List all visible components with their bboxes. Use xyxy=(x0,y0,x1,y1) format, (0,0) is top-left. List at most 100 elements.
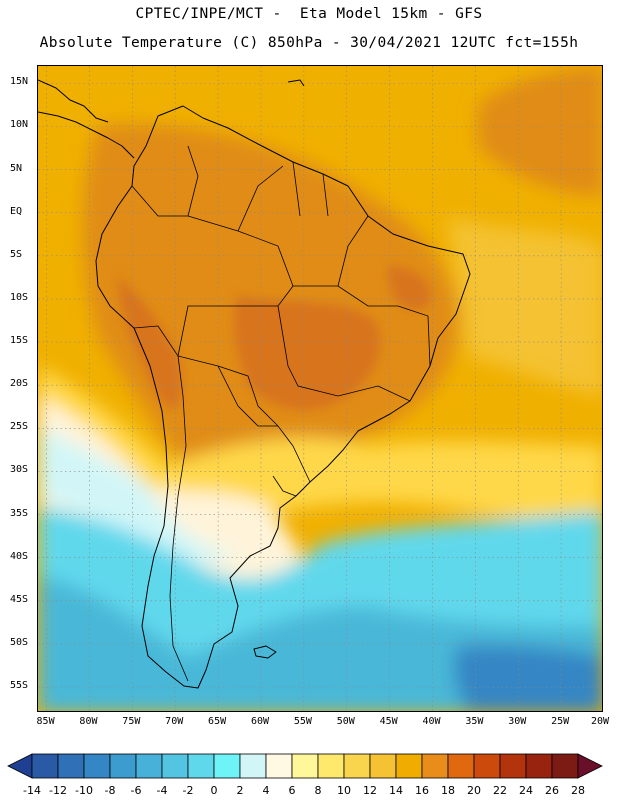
longitude-label: 50W xyxy=(336,716,355,727)
latitude-label: 30S xyxy=(10,464,29,476)
latitude-label: 25S xyxy=(10,421,29,433)
longitude-label: 80W xyxy=(79,716,98,727)
colorbar-segment xyxy=(317,753,345,779)
south-america-coastline xyxy=(95,105,471,689)
band-hot-northeast xyxy=(478,66,602,196)
temperature-map xyxy=(38,66,602,711)
colorbar-segment xyxy=(551,753,579,779)
colorbar-tick-label: 24 xyxy=(519,784,533,797)
longitude-label: 70W xyxy=(165,716,184,727)
band-mild-ocean xyxy=(448,216,602,396)
colorbar-segment xyxy=(161,753,189,779)
latitude-label: 15N xyxy=(10,76,29,88)
colorbar-tick-label: 4 xyxy=(262,784,270,797)
longitude-label: 65W xyxy=(208,716,227,727)
latitude-label: 15S xyxy=(10,335,29,347)
colorbar-segment xyxy=(187,753,215,779)
colorbar-tick-label: -12 xyxy=(49,784,67,797)
colorbar-segment xyxy=(109,753,137,779)
band-very-hot-core xyxy=(233,296,380,410)
band-coldest-south xyxy=(453,644,602,711)
title-line-1: CPTEC/INPE/MCT - Eta Model 15km - GFS xyxy=(135,6,483,22)
colorbar-segment xyxy=(369,753,397,779)
colorbar-tick-label: -14 xyxy=(23,784,41,797)
longitude-label: 20W xyxy=(590,716,610,727)
longitude-label: 45W xyxy=(379,716,398,727)
colorbar-segment xyxy=(343,753,371,779)
colorbar-segment xyxy=(239,753,267,779)
colorbar-segment xyxy=(291,753,319,779)
colorbar-segment xyxy=(395,753,423,779)
colorbar-segment xyxy=(447,753,475,779)
band-light-blue xyxy=(38,426,238,562)
band-mild-south xyxy=(38,366,602,521)
latitude-label: EQ xyxy=(10,205,23,217)
colorbar-segment xyxy=(57,753,85,779)
band-cool-pampas xyxy=(38,396,311,606)
country-borders xyxy=(131,145,431,682)
colorbar-segment xyxy=(473,753,501,779)
colorbar-tick-label: 26 xyxy=(545,784,559,797)
longitude-label: 35W xyxy=(465,716,484,727)
latitude-label: 50S xyxy=(10,636,29,648)
colorbar-tick-label: 14 xyxy=(389,784,403,797)
colorbar-segment xyxy=(135,753,163,779)
border-andes xyxy=(133,325,189,682)
longitude-label: 55W xyxy=(293,716,312,727)
latitude-label: 5N xyxy=(10,162,23,174)
colorbar-tick-label: -8 xyxy=(104,784,116,797)
longitude-label: 30W xyxy=(508,716,527,727)
band-very-hot-andes xyxy=(118,276,182,409)
colorbar-segment xyxy=(499,753,527,779)
central-america-coastline-2 xyxy=(38,79,109,123)
latitude-label: 5S xyxy=(10,248,23,260)
border-states-3 xyxy=(337,215,369,287)
border-guianas xyxy=(237,161,329,232)
longitude-label: 25W xyxy=(551,716,570,727)
colorbar-max-arrow xyxy=(577,753,603,779)
colorbar-tick-label: 20 xyxy=(467,784,481,797)
colorbar-segment xyxy=(213,753,241,779)
latitude-label: 10N xyxy=(10,119,29,131)
colorbar-segment xyxy=(31,753,59,779)
colorbar-tick-label: 12 xyxy=(363,784,377,797)
colorbar-tick-label: 8 xyxy=(314,784,322,797)
colorbar-tick-label: 6 xyxy=(288,784,296,797)
colorbar-tick-label: 18 xyxy=(441,784,455,797)
colorbar-tick-label: -4 xyxy=(156,784,168,797)
colorbar-tick-label: 22 xyxy=(493,784,507,797)
colorbar-segment xyxy=(265,753,293,779)
colorbar-tick-label: -2 xyxy=(182,784,194,797)
border-colombia xyxy=(131,145,199,217)
longitude-label: 75W xyxy=(122,716,141,727)
border-states-1 xyxy=(293,285,431,367)
longitude-label: 85W xyxy=(36,716,55,727)
latitude-label: 10S xyxy=(10,291,29,303)
caribbean-island xyxy=(287,79,305,87)
border-paraguay xyxy=(217,365,278,427)
coastlines xyxy=(38,79,471,689)
longitude-label: 40W xyxy=(422,716,441,727)
falklands-outline xyxy=(253,645,277,659)
latitude-label: 55S xyxy=(10,680,29,692)
colorbar-tick-label: 10 xyxy=(337,784,351,797)
latitude-label: 35S xyxy=(10,507,29,519)
latitude-label: 40S xyxy=(10,550,29,562)
border-uruguay xyxy=(272,475,297,497)
longitude-label: 60W xyxy=(250,716,269,727)
colorbar-tick-label: 2 xyxy=(236,784,244,797)
latitude-label: 45S xyxy=(10,593,29,605)
colorbar-segment xyxy=(83,753,111,779)
colorbar-tick-label: -10 xyxy=(75,784,93,797)
colorbar-tick-label: 28 xyxy=(571,784,585,797)
border-brazil xyxy=(177,215,311,483)
title-line-2: Absolute Temperature (C) 850hPa - 30/04/… xyxy=(39,35,579,51)
colorbar-tick-label: 0 xyxy=(210,784,218,797)
temperature-colorbar xyxy=(7,753,603,779)
colorbar-min-arrow xyxy=(7,753,33,779)
map-frame xyxy=(37,65,603,712)
colorbar-tick-label: 16 xyxy=(415,784,429,797)
colorbar-segment xyxy=(421,753,449,779)
colorbar-segment xyxy=(525,753,553,779)
border-states-2 xyxy=(277,305,411,402)
